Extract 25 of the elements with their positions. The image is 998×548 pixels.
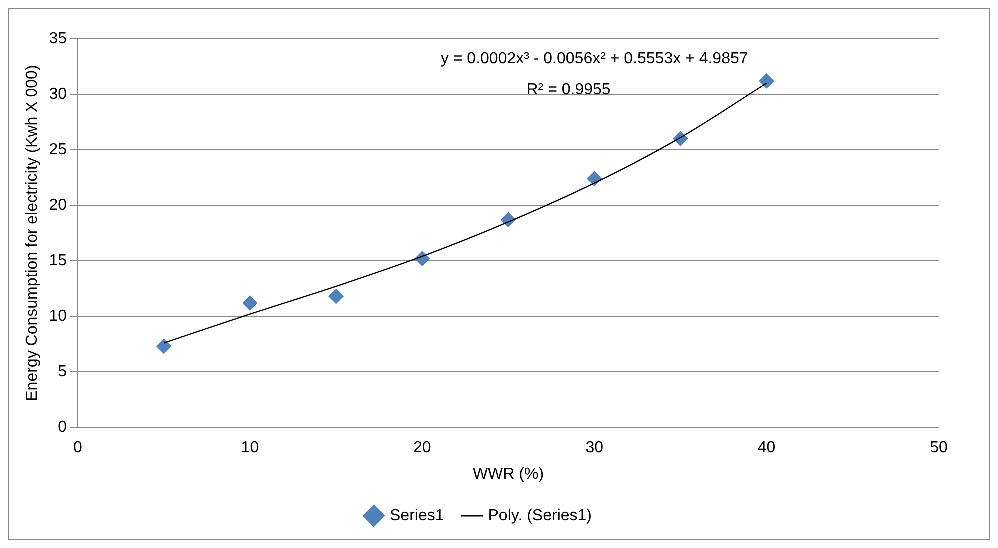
annotation: R² = 0.9955 bbox=[526, 81, 611, 98]
y-tick-label: 35 bbox=[49, 30, 68, 48]
legend-label: Series1 bbox=[390, 507, 444, 524]
point bbox=[759, 74, 774, 89]
y-axis-title: Energy Consumption for electricity (Kwh X 000) bbox=[24, 65, 42, 402]
x-tick-label: 0 bbox=[74, 440, 83, 457]
y-tick-label: 15 bbox=[49, 252, 68, 270]
x-tick-label: 20 bbox=[414, 440, 432, 457]
y-tick-label: 25 bbox=[49, 141, 68, 158]
y-tick-label: 5 bbox=[58, 363, 68, 380]
annotation: y = 0.0002x³ - 0.0056x² + 0.5553x + 4.9857 bbox=[440, 50, 748, 68]
x-axis-title: WWR (%) bbox=[472, 466, 544, 483]
x-tick-label: 10 bbox=[241, 440, 260, 457]
y-tick-label: 0 bbox=[58, 419, 68, 436]
point bbox=[587, 171, 602, 186]
x-tick-label: 50 bbox=[930, 440, 948, 457]
y-tick-label: 20 bbox=[49, 196, 68, 214]
point bbox=[242, 296, 258, 311]
x-tick-label: 30 bbox=[586, 440, 604, 457]
x-tick-label: 40 bbox=[758, 440, 776, 457]
legend-label: Poly. (Series1) bbox=[488, 507, 592, 524]
y-tick-label: 30 bbox=[49, 86, 68, 103]
point bbox=[328, 289, 344, 304]
y-tick-label: 10 bbox=[49, 308, 68, 325]
point bbox=[156, 339, 172, 354]
